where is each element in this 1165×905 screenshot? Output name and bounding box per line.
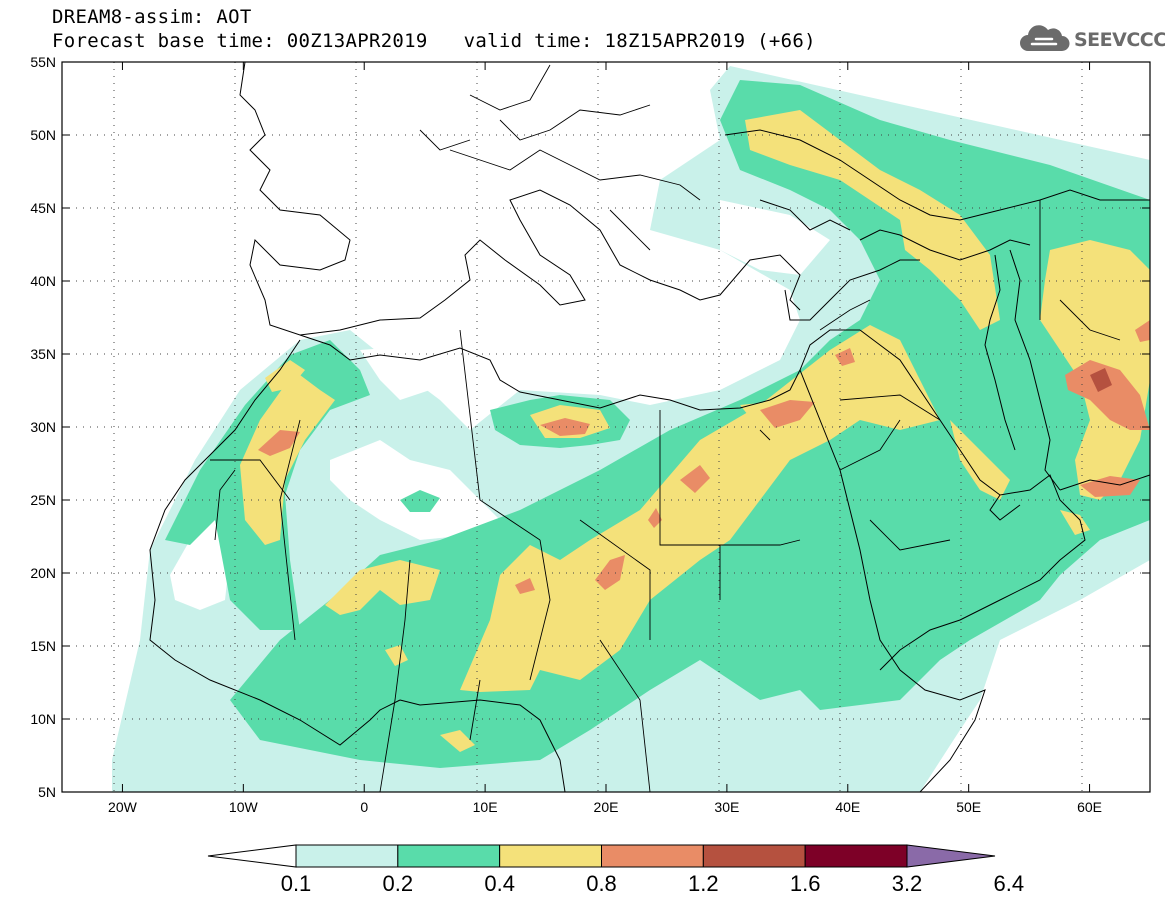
colorbar: 0.1 0.2 0.4 0.8 1.2 1.6 3.2 6.4 — [207, 844, 1025, 896]
lat-tick-label: 40N — [30, 273, 56, 289]
base-time: Forecast base time: 00Z13APR2019 — [52, 30, 428, 52]
lat-tick-label: 45N — [30, 200, 56, 216]
colorbar-box — [499, 844, 602, 868]
logo-text: SEEVCCC — [1074, 29, 1165, 51]
lat-tick-label: 30N — [30, 419, 56, 435]
lat-axis: 55N 50N 45N 40N 35N 30N 25N 20N 15N 10N 5N — [30, 54, 1150, 800]
lon-tick-label: 30E — [714, 799, 739, 815]
colorbar-box — [702, 844, 806, 868]
grid — [62, 62, 1150, 792]
colorbar-box — [601, 844, 704, 868]
colorbar-box — [804, 844, 908, 868]
lon-tick-label: 0 — [360, 799, 368, 815]
country-borders — [210, 64, 1121, 792]
colorbar-box — [397, 844, 501, 868]
colorbar-label: 1.6 — [790, 871, 821, 896]
colorbar-label: 6.4 — [994, 871, 1025, 896]
lon-tick-label: 60E — [1077, 799, 1102, 815]
valid-time: valid time: 18Z15APR2019 (+66) — [463, 30, 816, 52]
lon-tick-label: 20W — [108, 799, 138, 815]
aot-field-1-2 — [1090, 368, 1112, 392]
colorbar-label: 0.2 — [383, 871, 414, 896]
colorbar-over — [906, 844, 996, 868]
colorbar-label: 3.2 — [892, 871, 923, 896]
lat-tick-label: 25N — [30, 492, 56, 508]
colorbar-under — [207, 844, 297, 868]
coastlines — [149, 62, 1150, 792]
colorbar-label: 0.4 — [484, 871, 515, 896]
lat-tick-label: 10N — [30, 711, 56, 727]
lat-tick-label: 15N — [30, 638, 56, 654]
colorbar-box — [295, 844, 399, 868]
lon-tick-label: 20E — [594, 799, 619, 815]
chart-subtitle: Forecast base time: 00Z13APR2019 valid ti… — [52, 30, 816, 52]
lat-tick-label: 35N — [30, 346, 56, 362]
colorbar-label: 0.8 — [586, 871, 617, 896]
cloud-logo-icon — [1020, 25, 1070, 51]
lat-tick-label: 55N — [30, 54, 56, 70]
lon-tick-label: 10E — [473, 799, 498, 815]
chart-title: DREAM8-assim: AOT — [52, 6, 252, 28]
lon-tick-label: 40E — [835, 799, 860, 815]
colorbar-label: 0.1 — [281, 871, 312, 896]
lat-tick-label: 5N — [38, 784, 56, 800]
lon-tick-label: 10W — [229, 799, 259, 815]
lat-tick-label: 50N — [30, 127, 56, 143]
lon-axis: 20W 10W 0 10E 20E 30E 40E 50E 60E — [108, 62, 1102, 815]
colorbar-label: 1.2 — [688, 871, 719, 896]
lat-tick-label: 20N — [30, 565, 56, 581]
seevccc-logo: SEEVCCC — [1018, 24, 1165, 56]
lon-tick-label: 50E — [956, 799, 981, 815]
